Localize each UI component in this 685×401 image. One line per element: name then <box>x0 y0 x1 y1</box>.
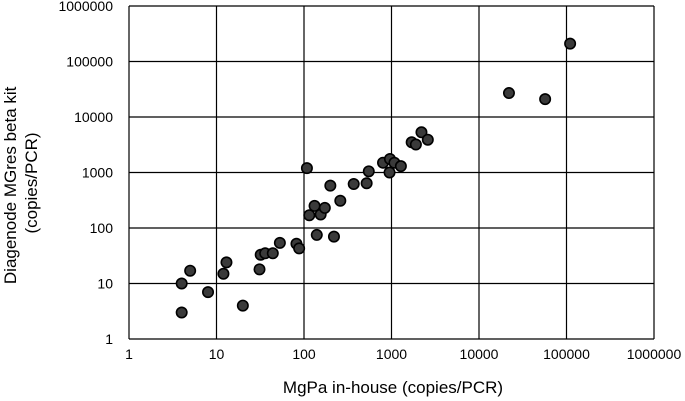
x-tick-label: 10 <box>209 346 225 362</box>
data-point <box>539 93 552 106</box>
data-point <box>415 126 428 139</box>
y-axis-title: Diagenode MGres beta kit (copies/PCR) <box>1 82 41 284</box>
data-point <box>394 160 407 173</box>
data-point <box>202 286 215 299</box>
data-point <box>502 87 515 100</box>
data-point <box>300 162 313 175</box>
data-point <box>310 228 323 241</box>
data-points <box>175 37 577 319</box>
data-point <box>175 306 188 319</box>
data-point <box>421 133 434 146</box>
data-point <box>236 299 249 312</box>
y-tick-labels: 1 10 100 1000 10000 100000 1000000 <box>58 0 113 347</box>
data-point <box>347 178 360 191</box>
x-tick-label: 10000 <box>460 346 499 362</box>
data-point <box>360 177 373 190</box>
x-axis-title: MgPa in-house (copies/PCR) <box>283 378 503 397</box>
y-tick-label: 10000 <box>74 109 113 125</box>
data-point <box>383 166 396 179</box>
data-point <box>184 264 197 277</box>
x-tick-label: 100 <box>292 346 316 362</box>
data-point <box>253 263 266 276</box>
x-tick-label: 1000 <box>376 346 407 362</box>
data-point <box>318 201 331 214</box>
y-tick-label: 10 <box>97 276 113 292</box>
grid-lines <box>128 5 655 340</box>
data-point <box>217 267 230 280</box>
data-point <box>324 179 337 192</box>
x-tick-label: 1000000 <box>627 346 682 362</box>
data-point <box>334 194 347 207</box>
y-tick-label: 100 <box>90 220 114 236</box>
data-point <box>409 138 422 151</box>
y-tick-label: 100000 <box>66 54 113 70</box>
x-tick-labels: 1 10 100 1000 10000 100000 1000000 <box>125 346 681 362</box>
data-point <box>175 277 188 290</box>
y-axis-title-line-1: Diagenode MGres beta kit <box>1 86 20 284</box>
data-point <box>220 256 233 269</box>
data-point <box>564 37 577 50</box>
data-point <box>303 209 316 222</box>
data-point <box>293 242 306 255</box>
data-point <box>362 165 375 178</box>
y-axis-title-line-2: (copies/PCR) <box>22 132 41 233</box>
data-point <box>273 236 286 249</box>
y-tick-label: 1000000 <box>58 0 113 14</box>
y-tick-label: 1 <box>105 331 113 347</box>
x-tick-label: 1 <box>125 346 133 362</box>
y-tick-label: 1000 <box>82 165 113 181</box>
data-point <box>327 230 340 243</box>
x-tick-label: 100000 <box>543 346 590 362</box>
data-point <box>266 247 279 260</box>
